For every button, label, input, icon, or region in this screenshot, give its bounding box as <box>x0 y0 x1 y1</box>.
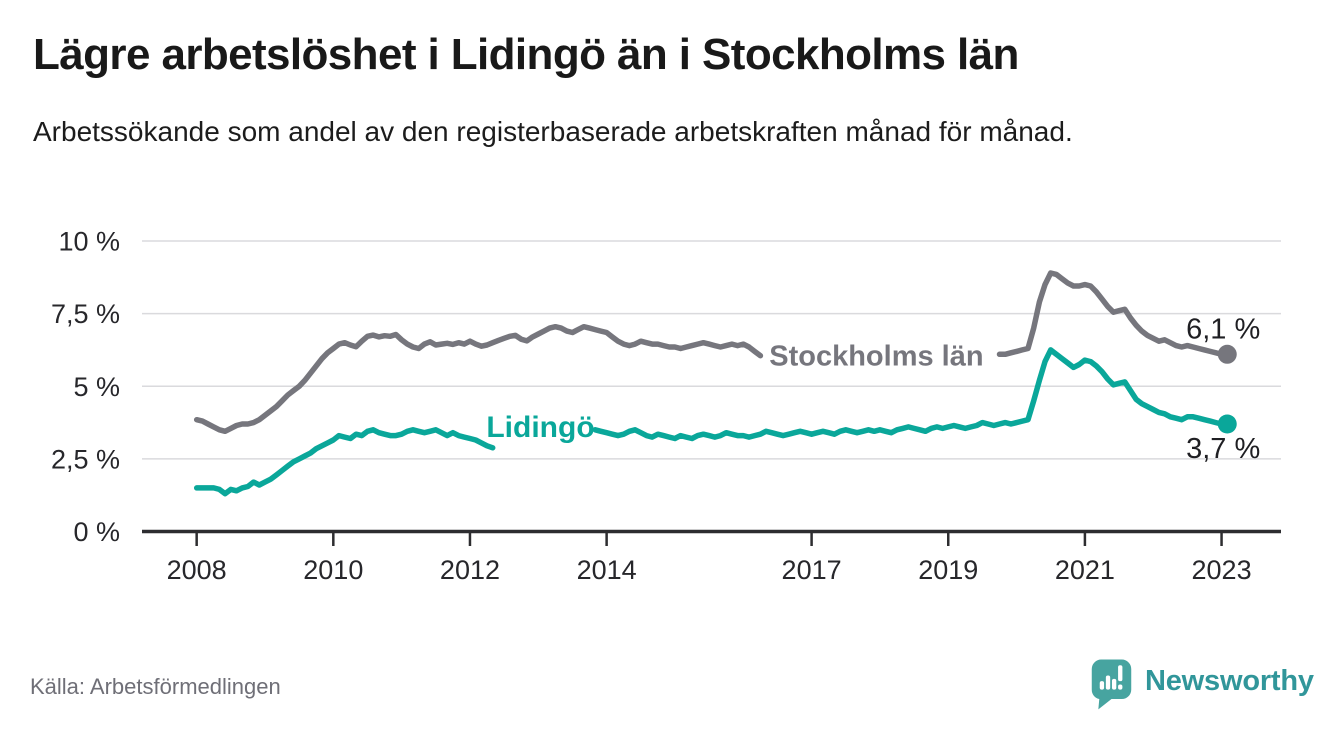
end-dot-liding- <box>1217 414 1237 434</box>
x-axis: 2008 2010 2012 2014 2017 2019 2021 2023 <box>142 529 1281 585</box>
y-tick-label: 5 % <box>73 372 120 402</box>
end-value-label-stockholms-l-n: 6,1 % <box>1186 313 1260 345</box>
x-tick-label: 2010 <box>303 555 363 585</box>
x-tick-label: 2023 <box>1192 555 1252 585</box>
y-tick-label: 10 % <box>58 227 120 257</box>
x-tick-label: 2014 <box>577 555 637 585</box>
series-line-liding- <box>193 427 496 497</box>
x-tick-label: 2008 <box>167 555 227 585</box>
x-tick-label: 2019 <box>918 555 978 585</box>
x-tick-label: 2017 <box>782 555 842 585</box>
end-value-label-liding-: 3,7 % <box>1186 433 1260 465</box>
series-liding-: Lidingö 3,7 % <box>193 347 1260 497</box>
page-title: Lägre arbetslöshet i Lidingö än i Stockh… <box>33 30 1019 79</box>
series-stockholms-l-n: Stockholms län 6,1 % <box>193 270 1260 435</box>
series-line-stockholms-l-n <box>193 323 764 435</box>
y-axis-labels: 0 % 2,5 % 5 % 7,5 % 10 % <box>51 227 120 548</box>
bar-chart-glyph <box>1099 665 1123 690</box>
gridlines <box>142 240 1281 460</box>
x-tick-label: 2021 <box>1055 555 1115 585</box>
series-label-liding-: Lidingö <box>486 411 594 444</box>
newsworthy-wordmark: Newsworthy <box>1145 664 1314 697</box>
y-tick-label: 2,5 % <box>51 444 120 474</box>
series-line-liding- <box>592 347 1230 442</box>
x-tick-label: 2012 <box>440 555 500 585</box>
speech-bubble-shape <box>1091 659 1132 710</box>
y-tick-label: 0 % <box>73 517 120 547</box>
chart-subtitle: Arbetssökande som andel av den registerb… <box>33 116 1073 147</box>
end-dot-stockholms-l-n <box>1217 344 1237 364</box>
series-line-stockholms-l-n <box>996 270 1230 358</box>
series-label-stockholms-l-n: Stockholms län <box>769 341 983 373</box>
speech-bubble-bar-chart-icon <box>1091 659 1132 710</box>
y-tick-label: 7,5 % <box>51 299 120 329</box>
source-credit: Källa: Arbetsförmedlingen <box>30 674 281 699</box>
newsworthy-logo: Newsworthy <box>1088 656 1314 712</box>
